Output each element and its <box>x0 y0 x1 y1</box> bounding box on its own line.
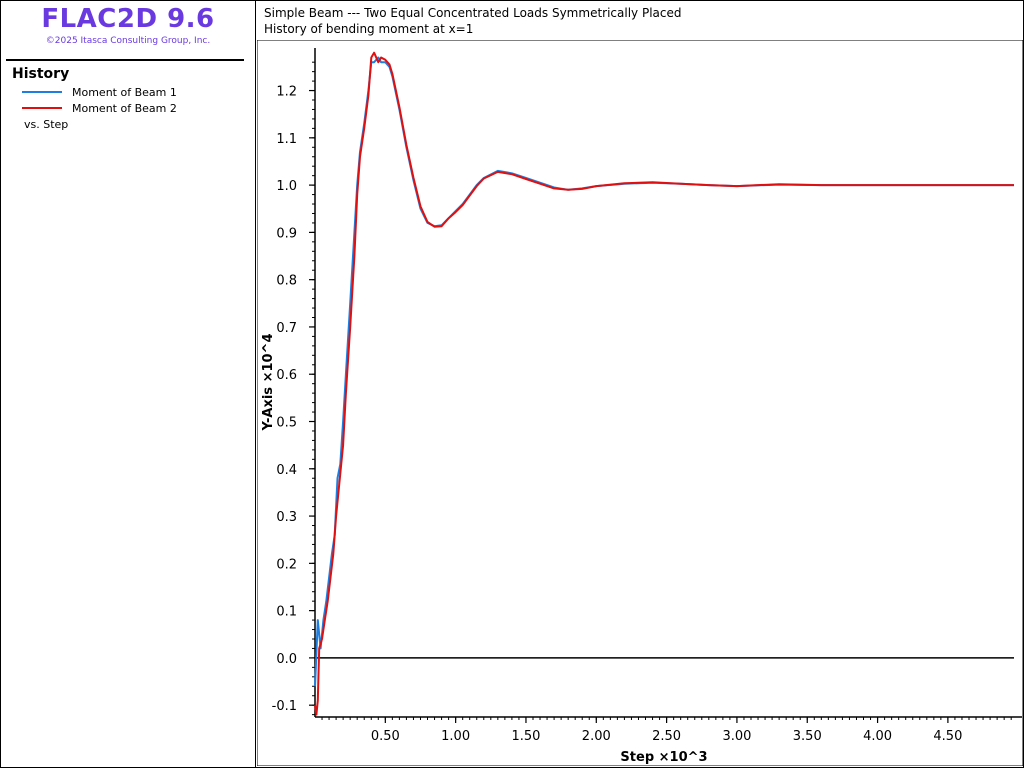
legend-label-beam-2: Moment of Beam 2 <box>72 101 177 115</box>
x-tick-label: 3.00 <box>722 729 751 744</box>
legend-swatch-beam-1 <box>22 91 62 93</box>
y-tick-label: 0.3 <box>276 510 297 525</box>
y-axis-label: Y-Axis ×10^4 <box>261 334 276 432</box>
legend-item-beam-2: Moment of Beam 2 <box>22 100 177 116</box>
x-axis-label: Step ×10^3 <box>620 750 707 765</box>
copyright: ©2025 Itasca Consulting Group, Inc. <box>45 36 211 46</box>
y-tick-label: 0.5 <box>276 416 297 431</box>
y-tick-label: -0.1 <box>272 699 297 714</box>
y-tick-label: 1.1 <box>276 132 297 147</box>
sidebar-divider <box>6 59 244 61</box>
app-title: FLAC2D 9.6 <box>41 4 215 34</box>
y-tick-label: 0.8 <box>276 274 297 289</box>
x-tick-label: 2.00 <box>582 729 611 744</box>
y-tick-label: 0.7 <box>276 321 297 336</box>
legend-label-beam-1: Moment of Beam 1 <box>72 85 177 99</box>
x-tick-label: 2.50 <box>652 729 681 744</box>
y-tick-label: 0.4 <box>276 463 297 478</box>
series-line-beam-2 <box>314 51 1014 716</box>
series-layer <box>314 51 1014 716</box>
x-tick-label: 1.50 <box>511 729 540 744</box>
vs-step-label: vs. Step <box>24 118 69 131</box>
x-tick-label: 4.50 <box>933 729 962 744</box>
series-line-beam-1 <box>314 56 1014 687</box>
plot-title-line-1: Simple Beam --- Two Equal Concentrated L… <box>264 6 682 20</box>
brand: FLAC2D 9.6 ©2025 Itasca Consulting Group… <box>0 4 256 46</box>
y-tick-label: 0.2 <box>276 557 297 572</box>
y-tick-label: 0.6 <box>276 368 297 383</box>
sidebar: FLAC2D 9.6 ©2025 Itasca Consulting Group… <box>0 0 256 768</box>
plot-frame <box>257 40 1023 766</box>
x-tick-label: 1.00 <box>441 729 470 744</box>
y-tick-label: 1.0 <box>276 179 297 194</box>
legend-swatch-beam-2 <box>22 107 62 109</box>
history-title: History <box>12 66 70 82</box>
y-tick-label: 1.2 <box>276 85 297 100</box>
x-tick-label: 0.50 <box>371 729 400 744</box>
plot-title-line-2: History of bending moment at x=1 <box>264 22 474 36</box>
legend-item-beam-1: Moment of Beam 1 <box>22 84 177 100</box>
y-tick-label: 0.1 <box>276 605 297 620</box>
history-chart: -0.1 0.0 0.1 0.2 0.3 0.4 0.5 0.6 0.7 0.8 0.9 1.0 1.1… <box>257 40 1023 766</box>
x-tick-label: 3.50 <box>793 729 822 744</box>
y-axis-ticks: -0.1 0.0 0.1 0.2 0.3 0.4 0.5 0.6 0.7 0.8 0.9 1.0 1.1… <box>272 61 315 716</box>
plot-title: Simple Beam --- Two Equal Concentrated L… <box>264 5 681 37</box>
y-tick-label: 0.9 <box>276 226 297 241</box>
x-tick-label: 4.00 <box>863 729 892 744</box>
y-tick-label: 0.0 <box>276 652 297 667</box>
x-axis-ticks: 0.50 1.00 1.50 2.00 2.50 3.00 3.50 4.00 4.50 <box>321 717 1012 744</box>
